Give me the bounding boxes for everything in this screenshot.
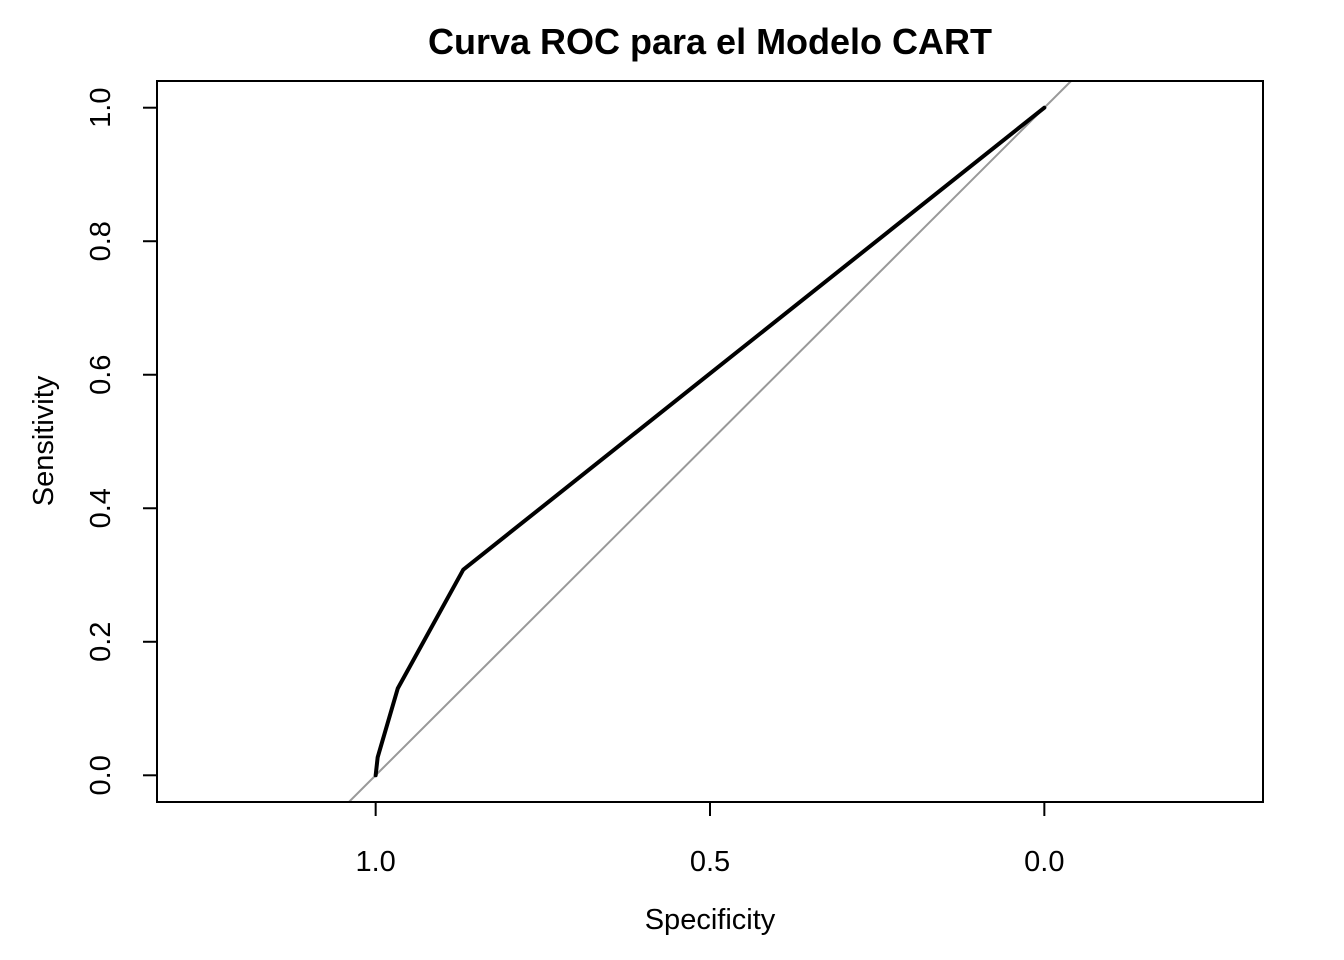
x-tick-label: 1.0 [355,846,395,878]
y-axis-label: Sensitivity [28,375,60,506]
y-tick-label: 0.6 [85,355,117,395]
x-axis-label: Specificity [645,904,776,936]
y-tick-label: 0.2 [85,622,117,662]
roc-curve-line [373,105,1047,778]
x-axis: 1.0 0.5 0.0 [355,801,1065,878]
y-tick-label: 0.8 [85,221,117,261]
x-tick-label: 0.5 [690,846,730,878]
y-tick-label: 1.0 [85,88,117,128]
chart-title: Curva ROC para el Modelo CART [428,21,992,62]
y-tick-label: 0.0 [85,755,117,795]
x-tick-label: 0.0 [1024,846,1064,878]
y-axis: 0.0 0.2 0.4 0.6 0.8 1.0 [85,88,158,795]
plot-area [348,81,1072,802]
chance-diagonal-line [348,81,1072,802]
y-tick-label: 0.4 [85,488,117,528]
